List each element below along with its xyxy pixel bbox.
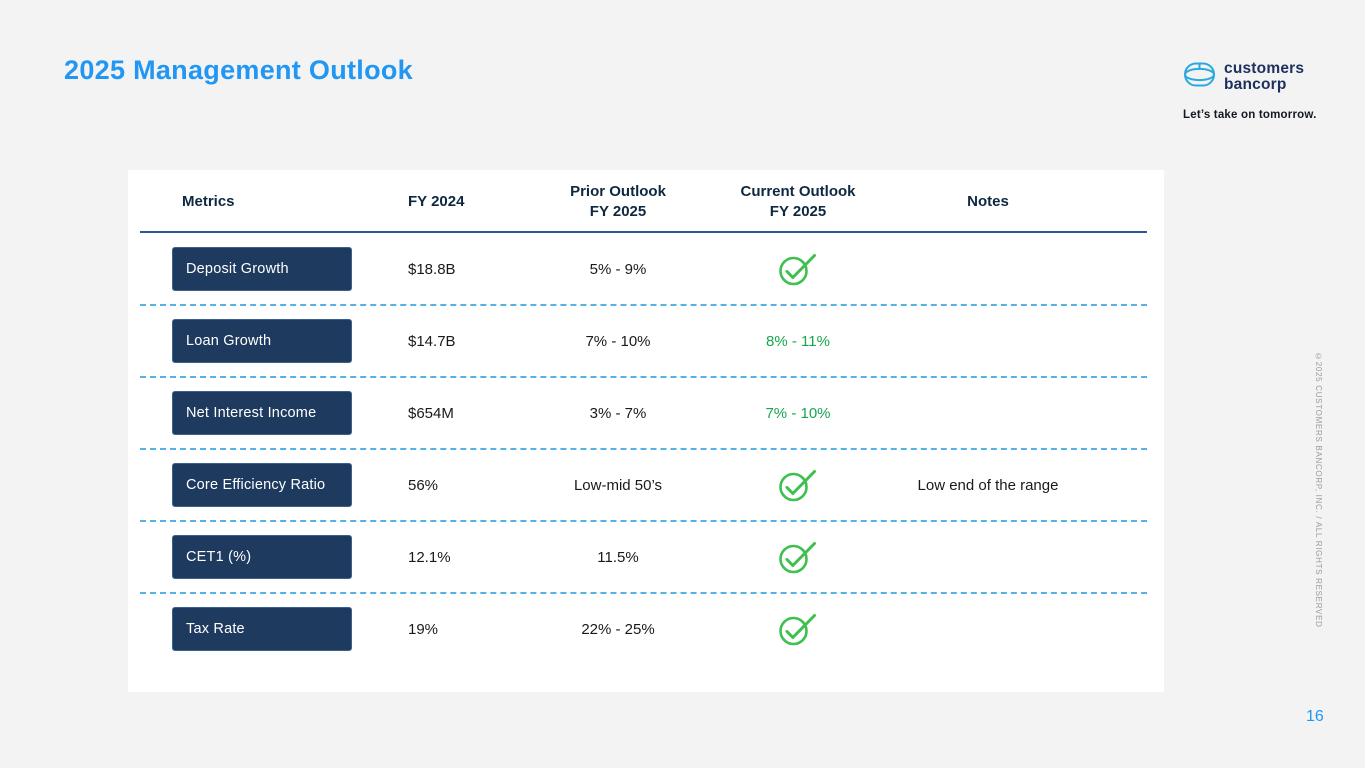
check-icon: [779, 539, 817, 575]
metric-chip: Deposit Growth: [172, 247, 352, 291]
fy-2024-value: 12.1%: [408, 548, 451, 566]
header-notes: Notes: [967, 192, 1009, 210]
prior-outlook-value: 11.5%: [597, 548, 639, 566]
metric-chip: Core Efficiency Ratio: [172, 463, 352, 507]
fy-2024-value: $18.8B: [408, 260, 456, 278]
brand-name-line1: customers: [1224, 60, 1305, 78]
metric-chip: Net Interest Income: [172, 391, 352, 435]
table-row: Tax Rate 19% 22% - 25%: [128, 593, 1164, 665]
current-outlook-cell: [708, 539, 888, 575]
header-current-outlook: Current Outlook FY 2025: [740, 183, 856, 220]
current-outlook-cell: [708, 611, 888, 647]
table-row: Net Interest Income $654M 3% - 7% 7% - 1…: [128, 377, 1164, 450]
fy-2024-value: 56%: [408, 476, 439, 494]
metric-chip-label: Core Efficiency Ratio: [186, 477, 326, 493]
table-row: Loan Growth $14.7B 7% - 10% 8% - 11%: [128, 305, 1164, 378]
outlook-table-card: Metrics FY 2024 Prior Outlook FY 2025 Cu…: [128, 170, 1164, 692]
prior-outlook-value: 3% - 7%: [589, 404, 647, 422]
current-outlook-cell: [708, 251, 888, 287]
current-outlook-value: 8% - 11%: [766, 332, 830, 350]
metric-chip-label: Net Interest Income: [186, 405, 317, 421]
page-title: 2025 Management Outlook: [64, 55, 413, 85]
current-outlook-cell: [708, 467, 888, 503]
header-metrics: Metrics: [182, 192, 235, 210]
brand-name: customers bancorp: [1224, 61, 1304, 93]
prior-outlook-value: 5% - 9%: [589, 260, 647, 278]
check-icon: [779, 251, 817, 287]
header-prior-outlook: Prior Outlook FY 2025: [570, 183, 666, 220]
metric-chip-label: CET1 (%): [186, 549, 252, 565]
check-icon: [779, 611, 817, 647]
table-header-row: Metrics FY 2024 Prior Outlook FY 2025 Cu…: [128, 170, 1164, 233]
metric-chip: Tax Rate: [172, 607, 352, 651]
notes-value: Low end of the range: [917, 476, 1059, 494]
fy-2024-value: $654M: [408, 404, 454, 422]
brand-tagline: Let’s take on tomorrow.: [1183, 109, 1317, 121]
current-outlook-cell: 7% - 10%: [708, 405, 888, 422]
prior-outlook-value: Low-mid 50’s: [573, 476, 663, 494]
fy-2024-value: 19%: [408, 620, 439, 638]
metric-chip: CET1 (%): [172, 535, 352, 579]
brand-name-line2: bancorp: [1224, 76, 1287, 93]
table-row: Deposit Growth $18.8B 5% - 9%: [128, 233, 1164, 306]
table-row: Core Efficiency Ratio 56% Low-mid 50’s L…: [128, 449, 1164, 522]
header-fy-2024: FY 2024: [408, 192, 465, 210]
table-body: Deposit Growth $18.8B 5% - 9% Loan Growt…: [128, 233, 1164, 665]
metric-chip-label: Tax Rate: [186, 621, 245, 637]
page-number: 16: [1306, 708, 1324, 725]
prior-outlook-value: 7% - 10%: [585, 332, 651, 350]
check-icon: [779, 467, 817, 503]
brand-block: customers bancorp Let’s take on tomorrow…: [1183, 58, 1333, 121]
prior-outlook-value: 22% - 25%: [581, 620, 655, 638]
table-row: CET1 (%) 12.1% 11.5%: [128, 521, 1164, 594]
current-outlook-value: 7% - 10%: [765, 404, 831, 422]
metric-chip-label: Deposit Growth: [186, 261, 289, 277]
copyright-vertical-text: ©2025 CUSTOMERS BANCORP, INC. / ALL RIGH…: [1314, 352, 1323, 628]
metric-chip: Loan Growth: [172, 319, 352, 363]
current-outlook-cell: 8% - 11%: [708, 333, 888, 350]
metric-chip-label: Loan Growth: [186, 333, 272, 349]
fy-2024-value: $14.7B: [408, 332, 456, 350]
customers-bancorp-logo-icon: [1183, 58, 1216, 96]
